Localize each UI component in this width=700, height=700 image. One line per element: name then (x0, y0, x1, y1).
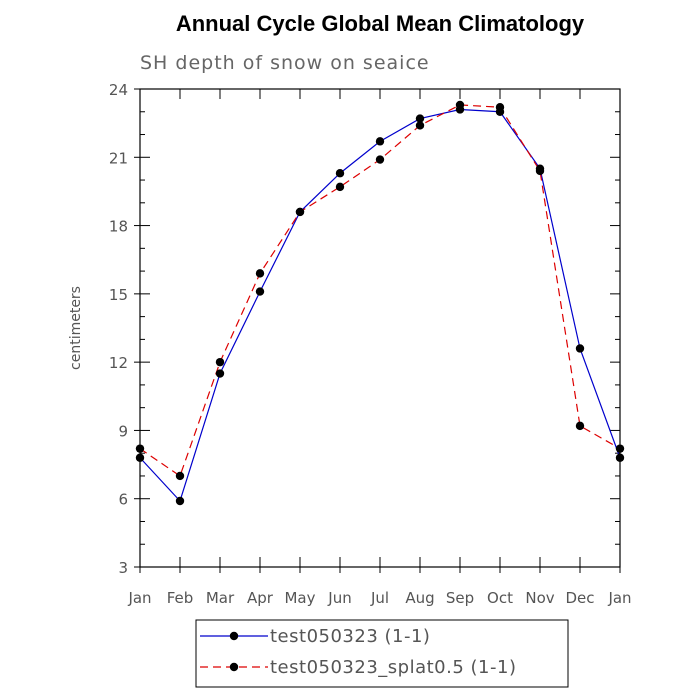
y-tick-label: 21 (109, 149, 128, 167)
series-2-point (575, 421, 585, 431)
series-1-point (615, 453, 625, 462)
x-tick-label: Aug (405, 589, 434, 607)
chart-title: Annual Cycle Global Mean Climatology (176, 11, 585, 36)
series-2-point (615, 444, 625, 453)
series-1-point (255, 287, 265, 296)
x-tick-label: Feb (167, 589, 194, 607)
series-2-point (215, 357, 225, 367)
y-axis-label: centimeters (68, 286, 84, 370)
legend-label-2: test050323_splat0.5 (1-1) (270, 657, 516, 678)
x-tick-label: Jul (370, 589, 389, 607)
series-1-point (135, 453, 145, 462)
axis-ticks (134, 88, 621, 573)
series-layer (135, 100, 625, 506)
y-tick-label: 18 (109, 218, 128, 236)
x-tick-label: Jun (327, 589, 351, 607)
series-2-point (335, 182, 345, 192)
x-tick-label: Jan (607, 589, 631, 607)
x-tick-labels: Jan Feb Mar Apr May Jun Jul Aug Sep Oct Nov Dec Jan (127, 589, 631, 607)
legend-box (195, 619, 569, 688)
y-tick-label: 3 (118, 559, 128, 577)
series-2-point (495, 103, 505, 112)
series-2-point (135, 444, 145, 453)
x-tick-label: Mar (206, 589, 235, 607)
chart-subtitle: SH depth of snow on seaice (140, 52, 430, 74)
series-1-point (415, 114, 425, 123)
y-tick-label: 9 (118, 422, 128, 440)
y-tick-label: 15 (109, 286, 128, 304)
y-tick-label: 24 (109, 81, 128, 99)
y-tick-label: 6 (118, 491, 128, 509)
legend-marker-2 (229, 662, 239, 672)
x-tick-label: Sep (446, 589, 474, 607)
x-tick-label: Apr (247, 589, 274, 607)
x-tick-label: Jan (127, 589, 151, 607)
series-2-point (175, 471, 185, 481)
x-tick-label: Dec (565, 589, 594, 607)
legend-marker-1 (229, 631, 239, 641)
series-1-point (575, 344, 585, 353)
series-2-point (415, 121, 425, 130)
series-1-line (139, 108, 621, 503)
legend-label-1: test050323 (1-1) (270, 626, 430, 647)
x-tick-label: Nov (525, 589, 554, 607)
x-tick-label: Oct (487, 589, 513, 607)
series-2-point (455, 100, 465, 110)
series-2-point (375, 155, 385, 164)
series-1-point (215, 369, 225, 378)
series-2-point (295, 207, 305, 217)
series-2-point (535, 166, 545, 176)
series-1-point (375, 137, 385, 146)
y-tick-labels: 3 6 9 12 15 18 21 24 (109, 81, 128, 577)
series-1-point (335, 169, 345, 178)
y-tick-label: 12 (109, 354, 128, 372)
x-tick-label: May (284, 589, 315, 607)
legend: test050323 (1-1) test050323_splat0.5 (1-1… (200, 626, 516, 678)
series-2-point (255, 269, 265, 278)
series-1-point (175, 496, 185, 506)
